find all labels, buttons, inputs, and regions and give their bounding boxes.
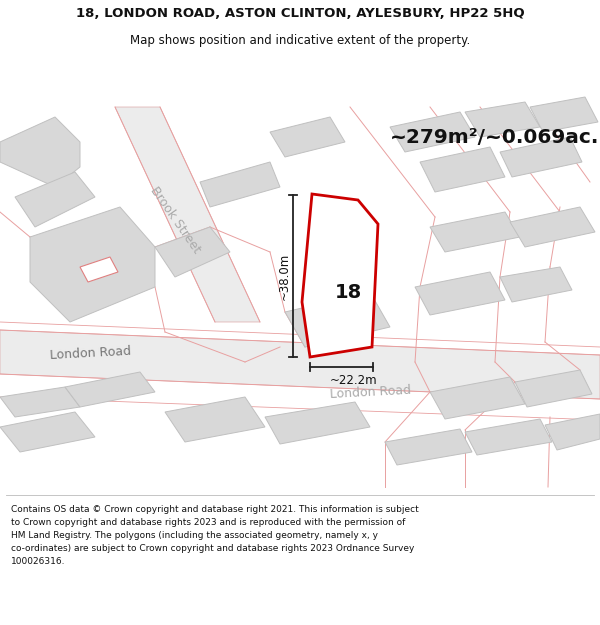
Polygon shape	[430, 377, 525, 419]
Polygon shape	[510, 207, 595, 247]
Polygon shape	[390, 112, 475, 152]
Polygon shape	[165, 397, 265, 442]
Polygon shape	[155, 227, 230, 277]
Polygon shape	[270, 117, 345, 157]
Text: London Road: London Road	[329, 383, 411, 401]
Text: 18, LONDON ROAD, ASTON CLINTON, AYLESBURY, HP22 5HQ: 18, LONDON ROAD, ASTON CLINTON, AYLESBUR…	[76, 7, 524, 20]
Polygon shape	[515, 370, 592, 407]
Text: ~22.2m: ~22.2m	[329, 374, 377, 386]
Polygon shape	[0, 412, 95, 452]
Polygon shape	[415, 272, 505, 315]
Text: London Road: London Road	[49, 344, 131, 362]
Polygon shape	[285, 292, 390, 347]
Text: 18: 18	[334, 282, 362, 301]
Polygon shape	[200, 162, 280, 207]
Polygon shape	[545, 414, 600, 450]
Polygon shape	[80, 257, 118, 282]
Polygon shape	[65, 372, 155, 407]
Polygon shape	[465, 102, 540, 137]
Polygon shape	[0, 117, 80, 187]
Text: ~38.0m: ~38.0m	[277, 253, 290, 299]
Polygon shape	[385, 429, 472, 465]
Polygon shape	[302, 194, 378, 357]
Text: Brook Street: Brook Street	[147, 184, 203, 256]
Polygon shape	[30, 207, 155, 322]
Text: Contains OS data © Crown copyright and database right 2021. This information is : Contains OS data © Crown copyright and d…	[11, 505, 419, 566]
Polygon shape	[500, 137, 582, 177]
Text: ~279m²/~0.069ac.: ~279m²/~0.069ac.	[390, 127, 599, 146]
Polygon shape	[430, 212, 520, 252]
Polygon shape	[420, 147, 505, 192]
Polygon shape	[465, 419, 552, 455]
Polygon shape	[0, 330, 600, 399]
Polygon shape	[265, 402, 370, 444]
Polygon shape	[115, 107, 260, 322]
Polygon shape	[530, 97, 598, 132]
Polygon shape	[0, 387, 80, 417]
Polygon shape	[500, 267, 572, 302]
Polygon shape	[15, 172, 95, 227]
Text: Map shows position and indicative extent of the property.: Map shows position and indicative extent…	[130, 34, 470, 47]
